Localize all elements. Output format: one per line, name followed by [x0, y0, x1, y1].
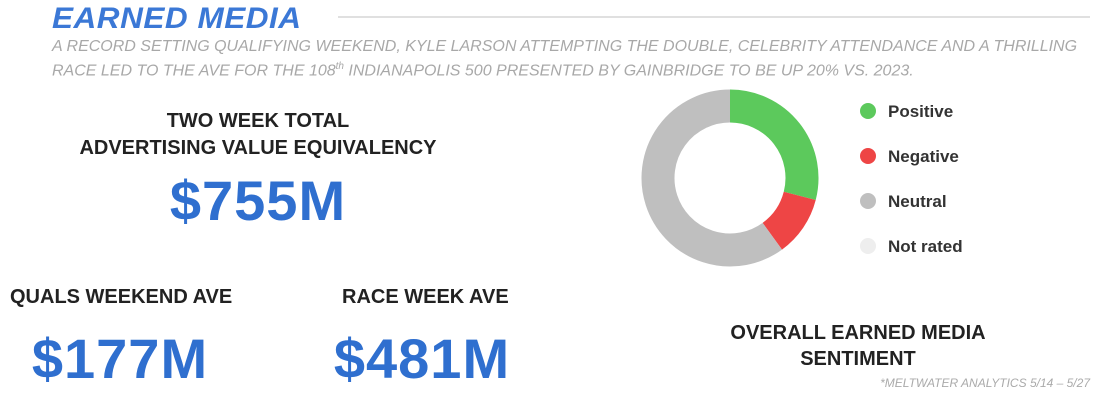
legend-swatch: [860, 193, 876, 209]
legend-label: Negative: [888, 147, 959, 166]
total-label: TWO WEEK TOTAL ADVERTISING VALUE EQUIVAL…: [40, 108, 476, 162]
legend-swatch: [860, 103, 876, 119]
race-label: RACE WEEK AVE: [342, 286, 509, 308]
label-line: TWO WEEK TOTAL: [166, 110, 350, 132]
legend-label: Not rated: [888, 237, 963, 256]
title-line: OVERALL EARNED MEDIA: [730, 322, 986, 344]
title: EARNED MEDIA: [52, 2, 302, 35]
race-value: $481M: [333, 327, 511, 390]
slice: [641, 89, 782, 267]
total-value: $755M: [169, 169, 347, 232]
legend-label: Positive: [888, 102, 953, 121]
label-line: ADVERTISING VALUE EQUIVALENCY: [79, 137, 437, 159]
legend-swatch: [860, 148, 876, 164]
chart-title: OVERALL EARNED MEDIA SENTIMENT: [688, 320, 1028, 372]
slice: [729, 89, 819, 200]
legend-label: Neutral: [888, 192, 947, 211]
sentiment-chart: Positive Negative Neutral Not rated: [641, 89, 963, 267]
quals-value: $177M: [31, 327, 209, 390]
legend-swatch: [860, 238, 876, 254]
superscript: th: [335, 61, 344, 72]
footnote: *MELTWATER ANALYTICS 5/14 – 5/27: [880, 376, 1090, 390]
subtitle-text: INDIANAPOLIS 500 PRESENTED BY GAINBRIDGE…: [343, 62, 914, 80]
slice: [762, 191, 816, 250]
subtitle-text: A RECORD SETTING QUALIFYING WEEKEND, KYL…: [52, 38, 1078, 80]
divider: [338, 16, 1090, 18]
quals-label: QUALS WEEKEND AVE: [10, 286, 233, 308]
title-line: SENTIMENT: [800, 348, 916, 370]
subtitle: A RECORD SETTING QUALIFYING WEEKEND, KYL…: [52, 37, 1100, 81]
